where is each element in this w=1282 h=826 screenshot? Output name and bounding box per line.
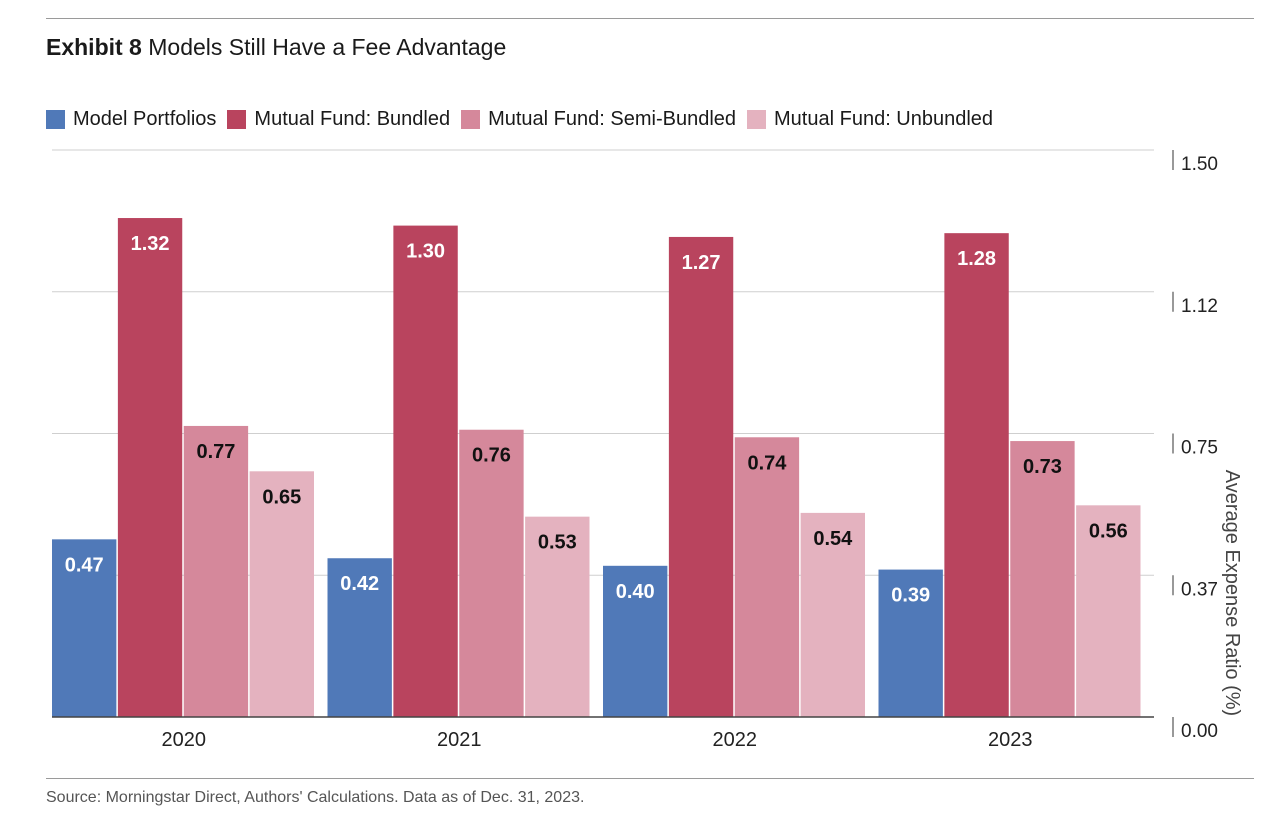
legend-swatch <box>227 110 247 129</box>
legend: Model Portfolios Mutual Fund: Bundled Mutu… <box>46 108 1004 131</box>
bar <box>459 429 524 717</box>
legend-item: Mutual Fund: Semi-Bundled <box>461 108 736 131</box>
bar <box>249 471 314 717</box>
legend-swatch <box>46 110 65 129</box>
bar-value-label: 0.40 <box>616 581 655 603</box>
source-note: Source: Morningstar Direct, Authors' Cal… <box>46 789 585 806</box>
top-rule <box>46 18 1254 19</box>
bar <box>525 516 590 717</box>
bar <box>183 425 249 717</box>
bar-value-label: 0.74 <box>747 452 787 474</box>
bar <box>944 233 1009 717</box>
legend-label: Mutual Fund: Unbundled <box>774 108 994 130</box>
bar <box>878 569 943 717</box>
bar <box>734 437 800 717</box>
bar-value-label: 1.27 <box>682 252 721 274</box>
bar-value-label: 1.32 <box>131 233 170 255</box>
y-axis-title: Average Expense Ratio (%) <box>1221 470 1243 716</box>
bar <box>117 218 183 718</box>
bar-value-label: 0.56 <box>1089 520 1128 542</box>
bar-value-label: 1.28 <box>957 248 996 270</box>
bar <box>1010 441 1075 717</box>
bar-value-label: 0.47 <box>65 554 104 576</box>
legend-item: Mutual Fund: Bundled <box>227 108 450 131</box>
legend-label: Mutual Fund: Semi-Bundled <box>488 108 737 130</box>
y-tick-label: 1.12 <box>1181 296 1218 317</box>
bar-value-label: 0.77 <box>196 441 235 463</box>
bar-value-label: 0.53 <box>538 532 577 554</box>
bar-value-label: 0.54 <box>813 528 853 550</box>
bar <box>327 558 392 717</box>
bar-value-label: 0.76 <box>472 445 511 467</box>
x-tick-label: 2021 <box>437 729 482 751</box>
bar-value-label: 0.39 <box>891 585 930 607</box>
y-tick-label: 0.00 <box>1181 721 1218 742</box>
title-text: Models Still Have a Fee Advantage <box>148 34 507 60</box>
bar <box>603 565 668 717</box>
bar <box>668 236 734 717</box>
bar <box>393 225 458 717</box>
x-tick-label: 2023 <box>988 729 1033 751</box>
y-tick-label: 1.50 <box>1181 154 1218 175</box>
bar <box>1076 505 1141 717</box>
bar <box>800 512 865 717</box>
bar-value-label: 0.73 <box>1023 456 1062 478</box>
legend-label: Mutual Fund: Bundled <box>254 108 451 130</box>
bottom-rule <box>46 778 1254 779</box>
x-tick-label: 2022 <box>713 729 758 751</box>
bar-value-label: 1.30 <box>406 241 445 263</box>
legend-item: Mutual Fund: Unbundled <box>747 108 993 131</box>
bar <box>52 539 117 717</box>
legend-label: Model Portfolios <box>73 108 217 130</box>
exhibit-number: Exhibit 8 <box>46 34 142 60</box>
y-tick-label: 0.37 <box>1181 579 1218 600</box>
x-tick-label: 2020 <box>162 729 207 751</box>
chart-title: Exhibit 8 Models Still Have a Fee Advant… <box>46 34 506 61</box>
legend-swatch <box>747 110 767 129</box>
legend-item: Model Portfolios <box>46 108 216 131</box>
y-tick-label: 0.75 <box>1181 438 1218 459</box>
bar-value-label: 0.65 <box>262 486 301 508</box>
legend-swatch <box>461 110 481 129</box>
bar-value-label: 0.42 <box>340 573 379 595</box>
